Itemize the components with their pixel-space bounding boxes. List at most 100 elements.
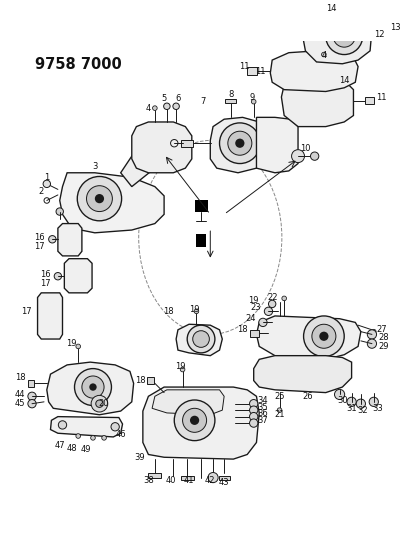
Circle shape — [250, 419, 258, 427]
Text: 17: 17 — [21, 307, 32, 316]
Circle shape — [77, 176, 122, 221]
Circle shape — [369, 397, 378, 407]
Bar — [197, 234, 206, 247]
Text: 11: 11 — [255, 67, 266, 76]
Text: 21: 21 — [274, 410, 285, 419]
Polygon shape — [51, 417, 122, 437]
Circle shape — [251, 99, 256, 104]
Text: 33: 33 — [372, 404, 383, 413]
Circle shape — [235, 139, 244, 148]
Text: 4: 4 — [321, 51, 327, 60]
Circle shape — [193, 330, 209, 348]
Polygon shape — [181, 476, 194, 480]
Circle shape — [187, 325, 215, 353]
Text: 19: 19 — [248, 296, 259, 305]
Text: 24: 24 — [245, 314, 255, 323]
Circle shape — [164, 103, 170, 109]
Text: 31: 31 — [346, 404, 357, 413]
Text: 6: 6 — [175, 94, 180, 103]
Circle shape — [312, 324, 336, 348]
Text: 18: 18 — [163, 307, 173, 316]
Text: 42: 42 — [205, 476, 215, 485]
Text: 26: 26 — [302, 392, 313, 401]
Text: 15: 15 — [389, 0, 399, 2]
Circle shape — [292, 150, 304, 163]
Polygon shape — [37, 293, 63, 339]
Circle shape — [76, 434, 80, 438]
Text: 17: 17 — [34, 242, 45, 251]
Circle shape — [259, 318, 267, 327]
Text: 16: 16 — [40, 270, 51, 279]
Circle shape — [356, 399, 365, 408]
Text: 9758 7000: 9758 7000 — [35, 58, 122, 72]
Circle shape — [250, 400, 258, 408]
Text: 8: 8 — [228, 90, 233, 99]
Polygon shape — [250, 330, 259, 337]
Text: 22: 22 — [267, 293, 277, 302]
Circle shape — [304, 316, 344, 357]
Polygon shape — [60, 173, 164, 233]
Polygon shape — [28, 379, 34, 387]
Text: 47: 47 — [54, 441, 65, 450]
Polygon shape — [281, 78, 353, 127]
Text: 19: 19 — [66, 339, 77, 348]
Circle shape — [173, 103, 179, 109]
Polygon shape — [303, 14, 372, 64]
Text: 7: 7 — [200, 97, 206, 106]
Text: 43: 43 — [219, 478, 229, 487]
Text: 45: 45 — [15, 399, 26, 408]
Text: 28: 28 — [378, 333, 389, 342]
Circle shape — [372, 329, 376, 334]
Polygon shape — [181, 140, 193, 147]
Text: 30: 30 — [337, 397, 348, 406]
Circle shape — [368, 339, 377, 348]
Polygon shape — [143, 387, 259, 459]
Circle shape — [326, 18, 363, 54]
Circle shape — [382, 10, 391, 19]
Circle shape — [174, 400, 215, 441]
Text: 23: 23 — [250, 303, 261, 312]
Polygon shape — [365, 97, 374, 104]
Circle shape — [28, 392, 36, 400]
Circle shape — [250, 413, 258, 421]
Circle shape — [43, 180, 51, 188]
Circle shape — [76, 344, 80, 349]
Circle shape — [333, 25, 355, 47]
Text: 16: 16 — [34, 233, 45, 242]
Text: 18: 18 — [135, 376, 145, 385]
Circle shape — [102, 435, 106, 440]
Circle shape — [380, 0, 389, 4]
Text: 11: 11 — [377, 93, 387, 101]
Polygon shape — [247, 68, 258, 75]
Polygon shape — [256, 316, 361, 359]
Circle shape — [59, 421, 67, 429]
Circle shape — [183, 408, 206, 432]
Polygon shape — [210, 117, 266, 173]
Polygon shape — [254, 356, 351, 393]
Text: 3: 3 — [92, 162, 98, 171]
Polygon shape — [47, 362, 133, 415]
Polygon shape — [256, 117, 298, 173]
Text: 27: 27 — [377, 325, 387, 334]
Text: 14: 14 — [339, 76, 349, 85]
Polygon shape — [219, 476, 229, 480]
Circle shape — [96, 400, 103, 407]
Circle shape — [28, 400, 36, 408]
Text: 19: 19 — [190, 305, 200, 314]
Circle shape — [269, 300, 276, 308]
Circle shape — [91, 435, 95, 440]
Polygon shape — [64, 259, 92, 293]
Text: 46: 46 — [115, 430, 126, 439]
Text: 14: 14 — [326, 4, 336, 13]
Polygon shape — [132, 122, 192, 173]
Circle shape — [56, 208, 63, 215]
Circle shape — [347, 397, 356, 407]
Circle shape — [54, 272, 61, 280]
Text: 34: 34 — [258, 397, 268, 406]
Text: 48: 48 — [66, 443, 77, 453]
Circle shape — [319, 332, 328, 341]
Circle shape — [49, 236, 56, 243]
Text: 17: 17 — [40, 279, 51, 288]
Text: 49: 49 — [80, 446, 91, 454]
Text: 40: 40 — [165, 476, 176, 485]
